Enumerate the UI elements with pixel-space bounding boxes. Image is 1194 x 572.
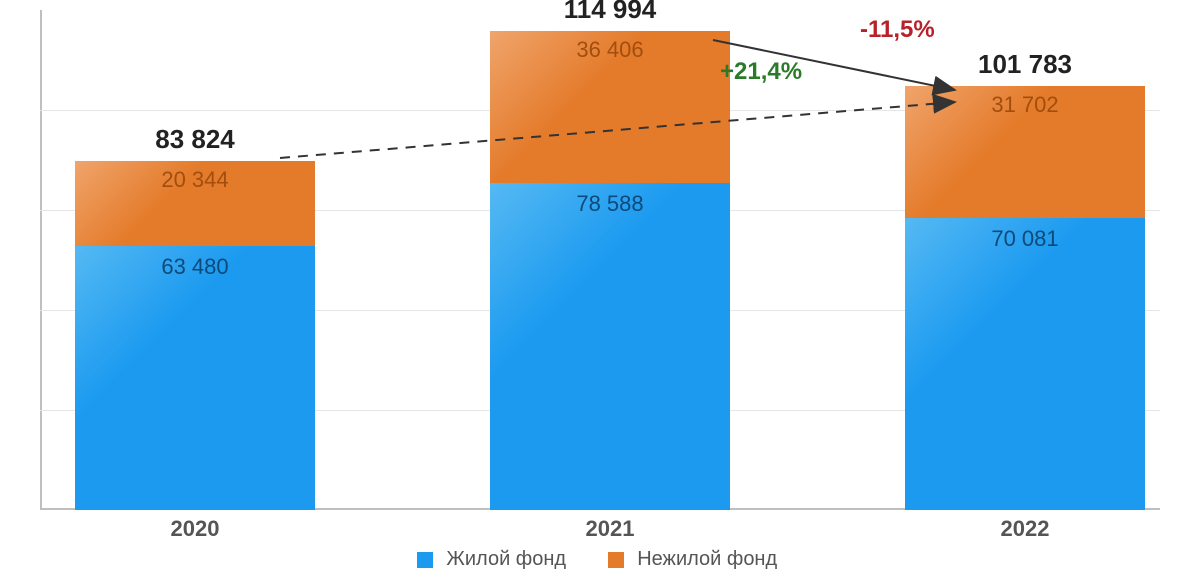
bar-group: 70 081 31 702 101 783	[905, 10, 1145, 510]
bar-value-residential: 63 480	[75, 254, 315, 280]
legend-label: Нежилой фонд	[637, 548, 777, 570]
legend-item-orange: Нежилой фонд	[608, 548, 778, 571]
pct-change-positive: +21,4%	[720, 58, 802, 86]
pct-change-negative: -11,5%	[860, 16, 935, 44]
legend: Жилой фонд Нежилой фонд	[0, 548, 1194, 571]
legend-item-blue: Жилой фонд	[417, 548, 566, 571]
bar-segment-residential	[905, 218, 1145, 510]
category-label: 2020	[155, 516, 235, 542]
bar-value-nonresidential: 20 344	[75, 167, 315, 193]
bar-value-nonresidential: 31 702	[905, 92, 1145, 118]
bar-total: 114 994	[490, 0, 730, 25]
bar-value-residential: 78 588	[490, 191, 730, 217]
bar-value-nonresidential: 36 406	[490, 37, 730, 63]
legend-label: Жилой фонд	[446, 548, 566, 570]
bar-total: 101 783	[905, 49, 1145, 80]
bar-segment-residential	[75, 246, 315, 511]
category-label: 2022	[985, 516, 1065, 542]
category-label: 2021	[570, 516, 650, 542]
bar-group: 63 480 20 344 83 824	[75, 10, 315, 510]
bar-segment-residential	[490, 183, 730, 510]
y-axis	[40, 10, 42, 510]
chart-container: 63 480 20 344 83 824 78 588 36 406 114 994 70 …	[0, 0, 1194, 572]
legend-swatch-icon	[608, 552, 624, 568]
plot-area: 63 48020 34483 82478 58836 406114 99470 …	[40, 10, 1160, 510]
legend-swatch-icon	[417, 552, 433, 568]
bar-group: 78 58836 406114 994	[490, 10, 730, 510]
bar-total: 83 824	[75, 124, 315, 155]
bar-value-residential: 70 081	[905, 226, 1145, 252]
